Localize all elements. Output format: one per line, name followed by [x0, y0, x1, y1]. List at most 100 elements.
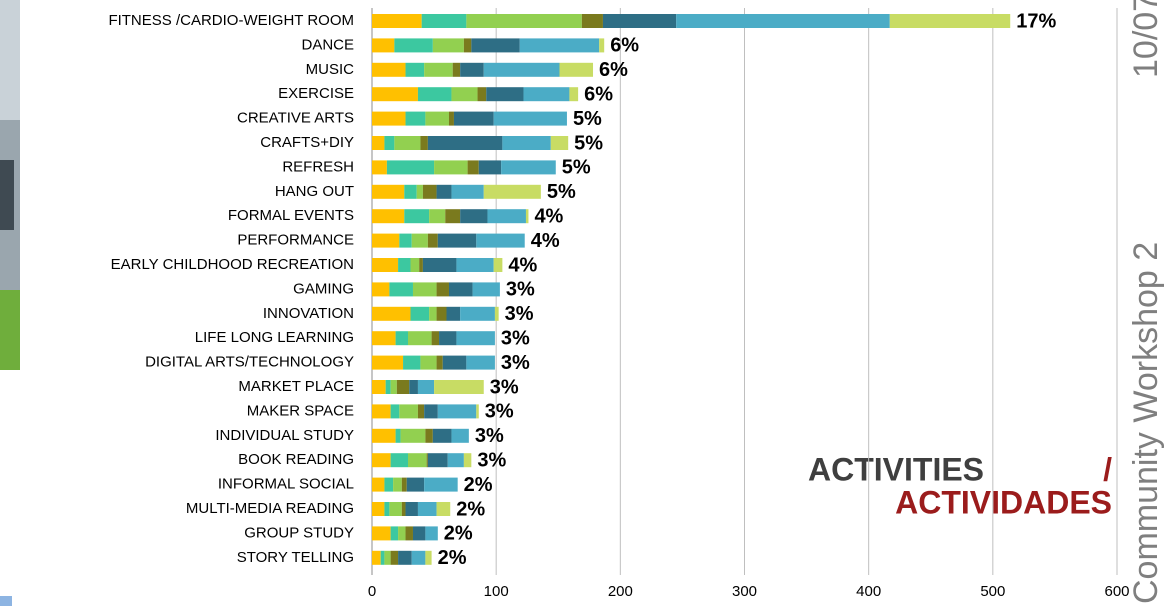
bar-segment: [417, 380, 435, 394]
bar-segment: [424, 404, 438, 419]
category-label: EARLY CHILDHOOD RECREATION: [111, 256, 354, 273]
category-label: MAKER SPACE: [247, 402, 354, 419]
bar-segment: [478, 160, 502, 175]
category-label: EXERCISE: [278, 85, 354, 102]
bar-segment: [372, 477, 385, 492]
bar-segment: [372, 453, 391, 468]
total-label: 2%: [464, 474, 493, 496]
bar-segment: [396, 380, 410, 394]
photo-floor: [0, 290, 20, 370]
bar-segment: [395, 331, 409, 346]
bar-segment: [676, 14, 890, 28]
category-label: MUSIC: [306, 61, 355, 78]
category-label: CRAFTS+DIY: [260, 134, 354, 151]
title-separator: /: [1103, 451, 1112, 487]
bar-segment: [372, 380, 386, 394]
bar-segment: [390, 380, 397, 394]
bar-segment: [427, 136, 503, 150]
category-label: INDIVIDUAL STUDY: [215, 427, 354, 444]
bar-segment: [384, 550, 391, 565]
total-label: 3%: [506, 279, 535, 301]
bar-segment: [372, 184, 405, 199]
category-label: INNOVATION: [263, 305, 354, 322]
bar-segment: [501, 160, 556, 175]
bar-segment: [434, 160, 468, 175]
bar-segment: [398, 526, 406, 541]
bar-segment: [410, 258, 420, 272]
bar-segment: [408, 453, 427, 468]
bar-segment: [412, 526, 426, 541]
x-tick-label: 0: [368, 583, 376, 600]
bar-segment: [422, 184, 437, 199]
bar-segment: [432, 38, 464, 53]
total-label: 6%: [599, 59, 628, 81]
bar-segment: [525, 209, 529, 224]
bar-segment: [372, 14, 422, 28]
bar-segment: [404, 209, 430, 224]
x-tick-label: 200: [608, 583, 633, 600]
category-label: FITNESS /CARDIO-WEIGHT ROOM: [108, 12, 354, 29]
total-label: 5%: [562, 157, 591, 179]
bar-segment: [493, 258, 503, 272]
bar-segment: [437, 404, 477, 419]
total-label: 2%: [456, 498, 485, 520]
total-label: 3%: [501, 327, 530, 349]
bar-segment: [372, 160, 387, 175]
bar-segment: [372, 111, 406, 126]
category-label: PERFORMANCE: [237, 232, 354, 249]
bar-segment: [523, 87, 570, 102]
bar-segment: [466, 14, 582, 28]
bar-segment: [448, 111, 454, 126]
category-label: DIGITAL ARTS/TECHNOLOGY: [145, 354, 354, 371]
bar-segment: [442, 355, 467, 370]
bar-segment: [390, 550, 399, 565]
bar-segment: [411, 550, 426, 565]
bar-segment: [372, 550, 381, 565]
bar-segment: [460, 209, 488, 224]
x-tick-label: 400: [856, 583, 881, 600]
bar-segment: [569, 87, 579, 102]
category-label: REFRESH: [282, 158, 354, 175]
bar-segment: [437, 233, 477, 248]
bar-segment: [372, 306, 411, 321]
bar-segment: [581, 14, 603, 28]
bar-segment: [411, 233, 428, 248]
total-label: 6%: [584, 83, 613, 105]
category-label: HANG OUT: [275, 183, 354, 200]
bar-segment: [372, 87, 418, 102]
bar-segment: [502, 136, 551, 150]
bar-segment: [476, 404, 479, 419]
total-label: 4%: [508, 254, 537, 276]
bar-segment: [425, 526, 438, 541]
bar-segment: [400, 428, 426, 443]
bar-segment: [372, 258, 399, 272]
bar-segment: [460, 62, 484, 77]
bar-segment: [372, 404, 391, 419]
bar-segment: [446, 306, 461, 321]
bar-segment: [447, 453, 464, 468]
x-tick-label: 500: [980, 583, 1005, 600]
category-label: CREATIVE ARTS: [237, 110, 354, 127]
photo-equipment: [0, 160, 14, 230]
bar-segment: [467, 160, 479, 175]
bar-segment: [372, 355, 404, 370]
bar-segment: [487, 209, 526, 224]
bar-segment: [372, 62, 406, 77]
total-label: 2%: [438, 547, 467, 569]
bar-segment: [424, 477, 458, 492]
bar-segment: [451, 184, 484, 199]
bar-segment: [427, 233, 438, 248]
category-label: INFORMAL SOCIAL: [218, 476, 354, 493]
bar-segment: [412, 282, 437, 297]
bar-segment: [372, 209, 405, 224]
category-label: GROUP STUDY: [244, 524, 354, 541]
title: ACTIVITIES: [808, 451, 984, 487]
bar-segment: [445, 209, 461, 224]
bar-segment: [410, 306, 430, 321]
bar-segment: [417, 404, 425, 419]
bar-segment: [432, 428, 452, 443]
bar-segment: [483, 184, 541, 199]
bar-segment: [398, 258, 411, 272]
corner-mark: [0, 596, 12, 606]
bar-segment: [399, 404, 418, 419]
